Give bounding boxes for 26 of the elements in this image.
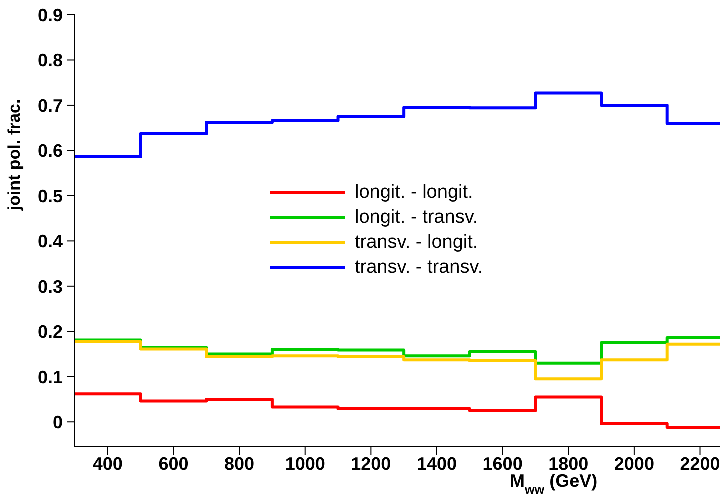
x-tick-label: 1000 — [285, 454, 326, 474]
y-tick-label: 0.4 — [38, 232, 63, 252]
legend-label: transv. - transv. — [355, 256, 484, 280]
y-tick-label: 0.9 — [38, 5, 63, 26]
y-tick-label: 0.3 — [38, 276, 63, 297]
y-tick-label: 0.5 — [38, 186, 63, 206]
x-axis-title: M$_{ww}$ (GeV) — [510, 471, 598, 496]
y-tick-label: 0.1 — [38, 367, 63, 388]
x-tick-label: 1200 — [351, 454, 392, 474]
y-tick-label: 0.6 — [38, 141, 63, 162]
x-tick-label: 400 — [92, 454, 123, 474]
x-tick-label: 2000 — [614, 454, 654, 474]
x-tick-label: 1800 — [548, 454, 589, 474]
x-tick-label: 600 — [158, 454, 189, 474]
x-tick-label: 1400 — [416, 454, 458, 474]
legend-label: longit. - transv. — [355, 206, 478, 230]
y-tick-label: 0 — [52, 412, 63, 433]
y-tick-label: 0.8 — [38, 50, 63, 71]
y-tick-label: 0.2 — [38, 322, 63, 342]
y-axis-title: joint pol. frac. — [5, 99, 24, 212]
y-tick-label: 0.7 — [38, 96, 63, 116]
x-tick-label: 1600 — [482, 454, 523, 474]
legend-label: longit. - longit. — [355, 181, 474, 205]
legend-label: transv. - longit. — [355, 231, 478, 255]
x-tick-label: 2200 — [680, 454, 720, 474]
x-tick-label: 800 — [224, 454, 255, 474]
